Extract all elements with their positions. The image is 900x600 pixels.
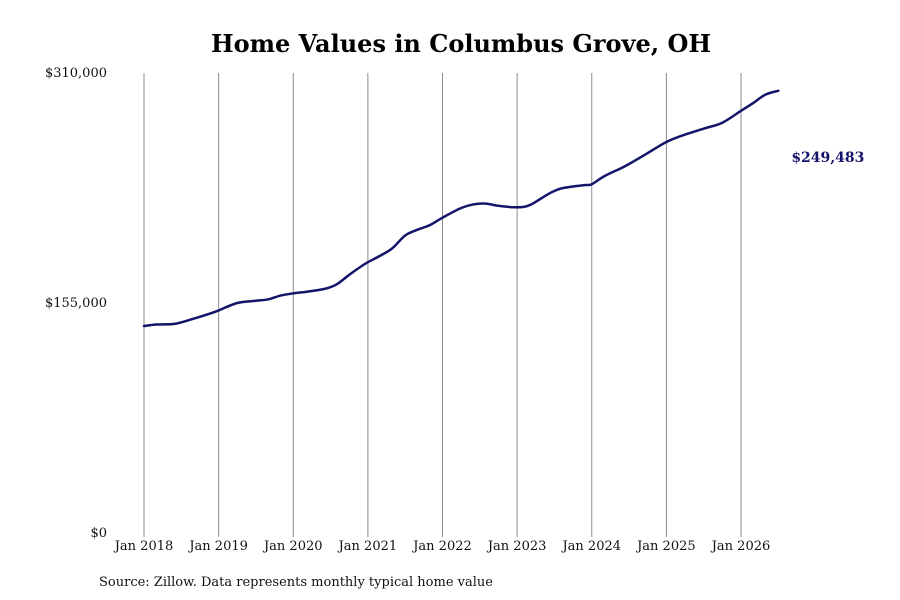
series-layer: $249,483 [142,89,864,328]
x-tick-label-4: Jan 2022 [411,539,472,554]
y-tick-label-0: $0 [90,526,107,541]
chart-title: Home Values in Columbus Grove, OH [211,29,711,58]
x-axis-tick-labels: Jan 2018 Jan 2019 Jan 2020 Jan 2021 Jan 2022… [113,539,771,554]
vertical-grid-lines [143,73,742,537]
y-tick-label-1: $155,000 [45,296,107,311]
x-tick-label-5: Jan 2023 [486,539,547,554]
y-axis-tick-labels: $0 $155,000 $310,000 [45,66,107,541]
series-end-label-0: $249,483 [791,150,864,166]
x-tick-label-8: Jan 2026 [710,539,771,554]
x-tick-label-1: Jan 2019 [187,539,248,554]
x-tick-label-0: Jan 2018 [113,539,174,554]
x-tick-label-6: Jan 2024 [560,539,621,554]
x-tick-label-3: Jan 2021 [337,539,398,554]
y-tick-label-2: $310,000 [45,66,107,81]
x-tick-label-2: Jan 2020 [262,539,323,554]
x-tick-label-7: Jan 2025 [635,539,696,554]
series-line-0 [142,89,780,328]
source-note: Source: Zillow. Data represents monthly … [99,575,493,590]
